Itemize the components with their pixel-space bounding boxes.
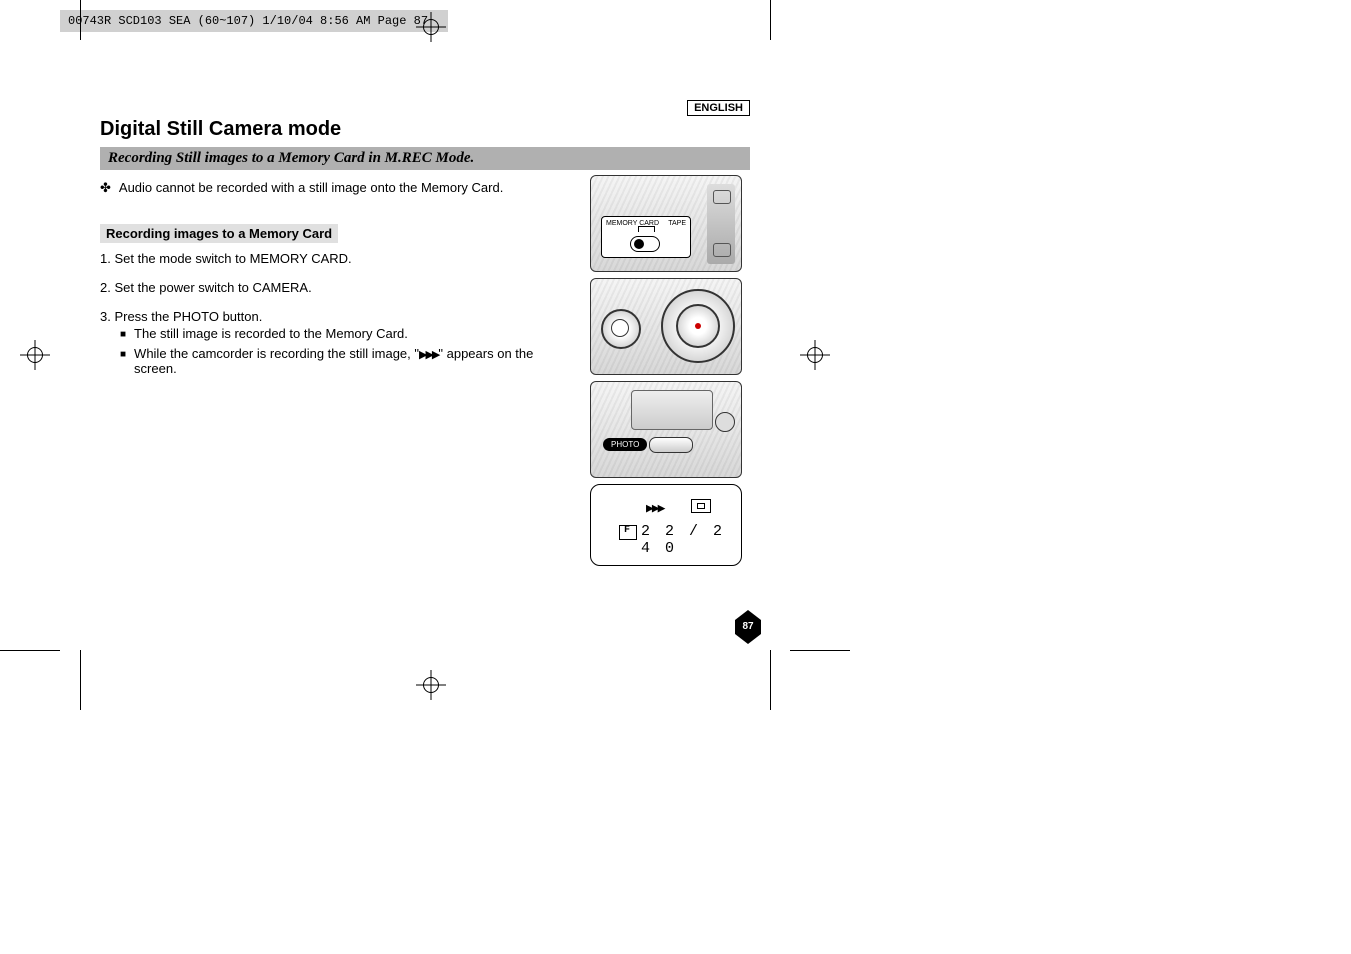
note-bullet-icon: ✤ [100,180,111,196]
crop-line [770,650,771,710]
crop-line [770,0,771,40]
tape-label: TAPE [668,220,686,227]
figure-mode-switch: MEMORY CARD TAPE [590,175,742,272]
camera-icon [691,499,711,513]
folder-icon [619,525,637,540]
page-title: Digital Still Camera mode [100,118,750,141]
language-label: ENGLISH [687,100,750,116]
photo-label: PHOTO [603,438,647,451]
section-subtitle: Recording Still images to a Memory Card … [100,147,750,170]
figure-photo-button: PHOTO [590,381,742,478]
page-number: 87 [735,620,761,634]
reg-mark-right [800,340,830,370]
fast-forward-icon: ▶▶▶ [419,348,438,361]
reg-mark-left [20,340,50,370]
figure-screen-display: ▶▶▶ 2 2 / 2 4 0 [590,484,742,566]
step-3b-text: While the camcorder is recording the sti… [134,346,560,376]
step-3: 3. Press the PHOTO button. [100,309,560,324]
step-3a-text: The still image is recorded to the Memor… [134,326,408,344]
image-counter: 2 2 / 2 4 0 [641,523,741,557]
photo-button-shape [649,437,693,453]
figure-column: MEMORY CARD TAPE PHOTO ▶▶▶ 2 2 / 2 4 0 [590,175,742,566]
reg-mark-header [416,12,446,42]
reg-mark-bottom [416,670,446,700]
figure-power-dial [590,278,742,375]
crop-line [790,650,850,651]
crop-line [80,650,81,710]
step-3b: ■ While the camcorder is recording the s… [120,346,560,376]
crop-line [0,650,60,651]
square-bullet-icon: ■ [120,346,126,376]
recording-arrows-icon: ▶▶▶ [646,501,663,516]
step-2: 2. Set the power switch to CAMERA. [100,280,560,295]
square-bullet-icon: ■ [120,326,126,344]
mode-switch-panel: MEMORY CARD TAPE [601,216,691,258]
imprint-header: 00743R SCD103 SEA (60~107) 1/10/04 8:56 … [60,10,448,32]
page-number-badge: 87 [735,610,761,644]
step-3a: ■ The still image is recorded to the Mem… [120,326,560,344]
note-text: Audio cannot be recorded with a still im… [119,180,503,196]
crop-line [80,0,81,40]
subsection-heading: Recording images to a Memory Card [100,224,338,243]
slider-icon [630,236,660,252]
steps-list: 1. Set the mode switch to MEMORY CARD. 2… [100,251,560,376]
step-1: 1. Set the mode switch to MEMORY CARD. [100,251,560,266]
inner-dial [676,304,720,348]
